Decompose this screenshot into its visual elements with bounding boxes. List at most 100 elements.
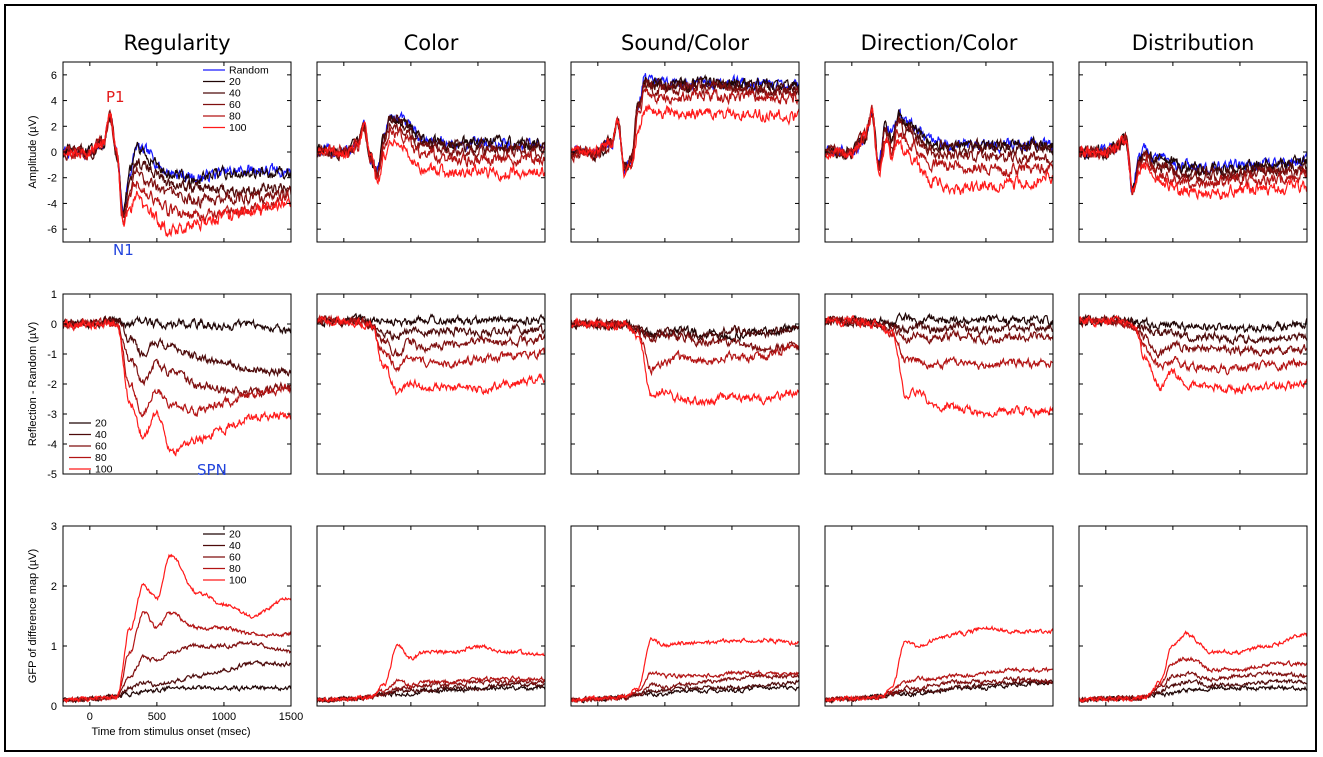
series-line-40	[571, 75, 799, 169]
panel	[570, 293, 800, 475]
column-title: Sound/Color	[621, 31, 749, 55]
series-line-60	[63, 317, 291, 399]
legend-label: 20	[95, 418, 107, 430]
series-line-100	[825, 314, 1053, 419]
series-group	[1079, 131, 1307, 201]
panel	[316, 525, 546, 707]
series-line-80	[1079, 133, 1307, 196]
legend-label: 80	[229, 111, 241, 123]
column-title: Distribution	[1132, 31, 1255, 55]
x-axis-label: Time from stimulus onset (msec)	[91, 726, 250, 738]
y-tick-label: -3	[47, 409, 57, 421]
legend-label: Random	[229, 65, 269, 77]
series-line-80	[571, 318, 799, 377]
series-line-100	[571, 636, 799, 703]
series-line-60	[825, 315, 1053, 346]
series-line-80	[825, 104, 1053, 180]
figure-frame	[4, 4, 1317, 752]
panel	[1078, 293, 1308, 475]
series-line-60	[825, 112, 1053, 168]
series-line-20	[63, 114, 291, 217]
series-line-80	[1079, 315, 1307, 376]
panel	[1078, 61, 1308, 243]
legend-label: 60	[229, 99, 241, 111]
series-group	[63, 108, 291, 238]
series-group	[317, 110, 545, 186]
series-line-80	[317, 314, 545, 373]
axes-box	[1078, 525, 1308, 707]
spn-annotation: SPN	[197, 461, 227, 479]
series-line-40	[63, 659, 291, 703]
series-line-80	[317, 122, 545, 181]
series-line-random	[63, 113, 291, 215]
axes-box	[62, 525, 292, 707]
x-tick-label: 1000	[212, 711, 236, 723]
y-axis-label: GFP of difference map (µV)	[27, 549, 39, 683]
axes-box	[316, 525, 546, 707]
series-line-100	[1079, 630, 1307, 704]
series-group	[317, 312, 545, 397]
axes-box	[62, 61, 292, 243]
y-tick-label: 6	[51, 70, 57, 82]
y-tick-label: 1	[51, 641, 57, 653]
series-line-100	[825, 107, 1053, 196]
y-tick-label: -1	[47, 349, 57, 361]
p1-annotation: P1	[106, 88, 125, 106]
series-group	[317, 643, 545, 704]
n1-annotation: N1	[113, 241, 134, 259]
series-line-80	[317, 675, 545, 703]
series-group	[571, 636, 799, 704]
legend-label: 40	[229, 540, 241, 552]
series-line-60	[571, 77, 799, 170]
series-group	[1079, 630, 1307, 704]
y-tick-label: 2	[51, 121, 57, 133]
panel	[570, 525, 800, 707]
series-line-100	[63, 317, 291, 457]
series-line-80	[1079, 656, 1307, 703]
series-line-80	[571, 87, 799, 175]
series-line-100	[1079, 134, 1307, 201]
legend-label: 60	[229, 552, 241, 564]
series-line-40	[1079, 133, 1307, 194]
axes-box	[824, 525, 1054, 707]
series-group	[825, 311, 1053, 419]
panel	[62, 293, 292, 475]
panel	[824, 293, 1054, 475]
series-line-100	[63, 112, 291, 238]
series-line-100	[571, 103, 799, 180]
series-group	[63, 553, 291, 704]
series-line-20	[571, 318, 799, 343]
panel	[62, 61, 292, 243]
series-line-60	[63, 108, 291, 219]
legend-label: 100	[229, 122, 247, 134]
series-line-80	[825, 666, 1053, 702]
y-tick-label: 0	[51, 319, 57, 331]
legend-label: 40	[229, 88, 241, 100]
series-group	[825, 624, 1053, 704]
column-title: Direction/Color	[861, 31, 1018, 55]
series-line-60	[63, 640, 291, 703]
legend-label: 20	[229, 529, 241, 541]
series-line-80	[63, 316, 291, 418]
y-tick-label: 0	[51, 147, 57, 159]
y-axis-label: Amplitude (µV)	[27, 116, 39, 189]
series-line-60	[317, 314, 545, 358]
axes-box	[570, 525, 800, 707]
legend-label: 100	[229, 575, 247, 587]
legend-label: 80	[95, 452, 107, 464]
column-title: Regularity	[123, 31, 230, 55]
series-group	[825, 104, 1053, 196]
legend-label: 60	[95, 441, 107, 453]
panel	[824, 525, 1054, 707]
series-line-20	[317, 312, 545, 328]
series-group	[571, 316, 799, 407]
series-line-100	[317, 315, 545, 397]
axes-box	[570, 293, 800, 475]
series-group	[1079, 313, 1307, 396]
panel	[316, 293, 546, 475]
series-group	[63, 315, 291, 457]
legend-label: 80	[229, 563, 241, 575]
panel	[570, 61, 800, 243]
y-tick-label: 1	[51, 289, 57, 301]
